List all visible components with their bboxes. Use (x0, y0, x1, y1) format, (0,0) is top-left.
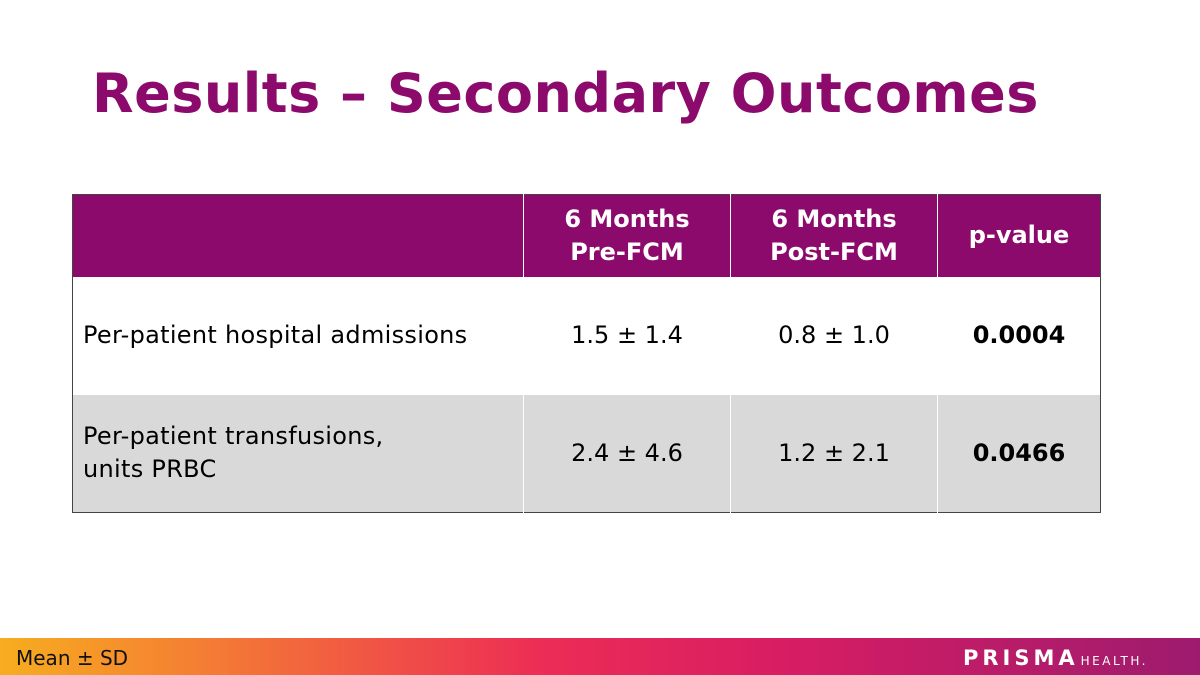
prisma-health-logo: PRISMA HEALTH. (963, 647, 1148, 669)
header-pre-line-2: Pre-FCM (570, 237, 684, 266)
header-pre-fcm: 6 Months Pre-FCM (523, 194, 731, 277)
cell-post-transfusions: 1.2 ± 2.1 (730, 394, 938, 513)
cell-pre-admissions: 1.5 ± 1.4 (523, 276, 731, 395)
header-empty-cell (73, 195, 524, 277)
footer-gradient-bar (0, 638, 1200, 675)
row-label-line: Per-patient transfusions, (83, 422, 384, 451)
slide-title: Results – Secondary Outcomes (92, 62, 1039, 125)
row-label-transfusions: Per-patient transfusions, units PRBC (73, 395, 524, 513)
table-row: Per-patient transfusions, units PRBC 2.4… (72, 394, 1101, 513)
table-row: Per-patient hospital admissions 1.5 ± 1.… (72, 276, 1101, 395)
results-table: 6 Months Pre-FCM 6 Months Post-FCM p-val… (72, 194, 1101, 513)
row-label-line: Per-patient hospital admissions (83, 321, 468, 349)
logo-main-text: PRISMA (963, 646, 1079, 670)
header-p-value: p-value (937, 194, 1101, 277)
row-label-admissions: Per-patient hospital admissions (73, 277, 524, 395)
header-post-line-2: Post-FCM (770, 237, 898, 266)
header-post-line-1: 6 Months (771, 204, 897, 233)
cell-pre-transfusions: 2.4 ± 4.6 (523, 394, 731, 513)
header-pre-line-1: 6 Months (564, 204, 690, 233)
footnote-mean-sd: Mean ± SD (16, 646, 129, 670)
cell-p-value-transfusions: 0.0466 (937, 394, 1101, 513)
logo-sub-text: HEALTH. (1080, 654, 1148, 668)
header-post-fcm: 6 Months Post-FCM (730, 194, 938, 277)
cell-p-value-admissions: 0.0004 (937, 276, 1101, 395)
cell-post-admissions: 0.8 ± 1.0 (730, 276, 938, 395)
row-label-line: units PRBC (83, 455, 217, 484)
table-header-row: 6 Months Pre-FCM 6 Months Post-FCM p-val… (72, 194, 1101, 277)
